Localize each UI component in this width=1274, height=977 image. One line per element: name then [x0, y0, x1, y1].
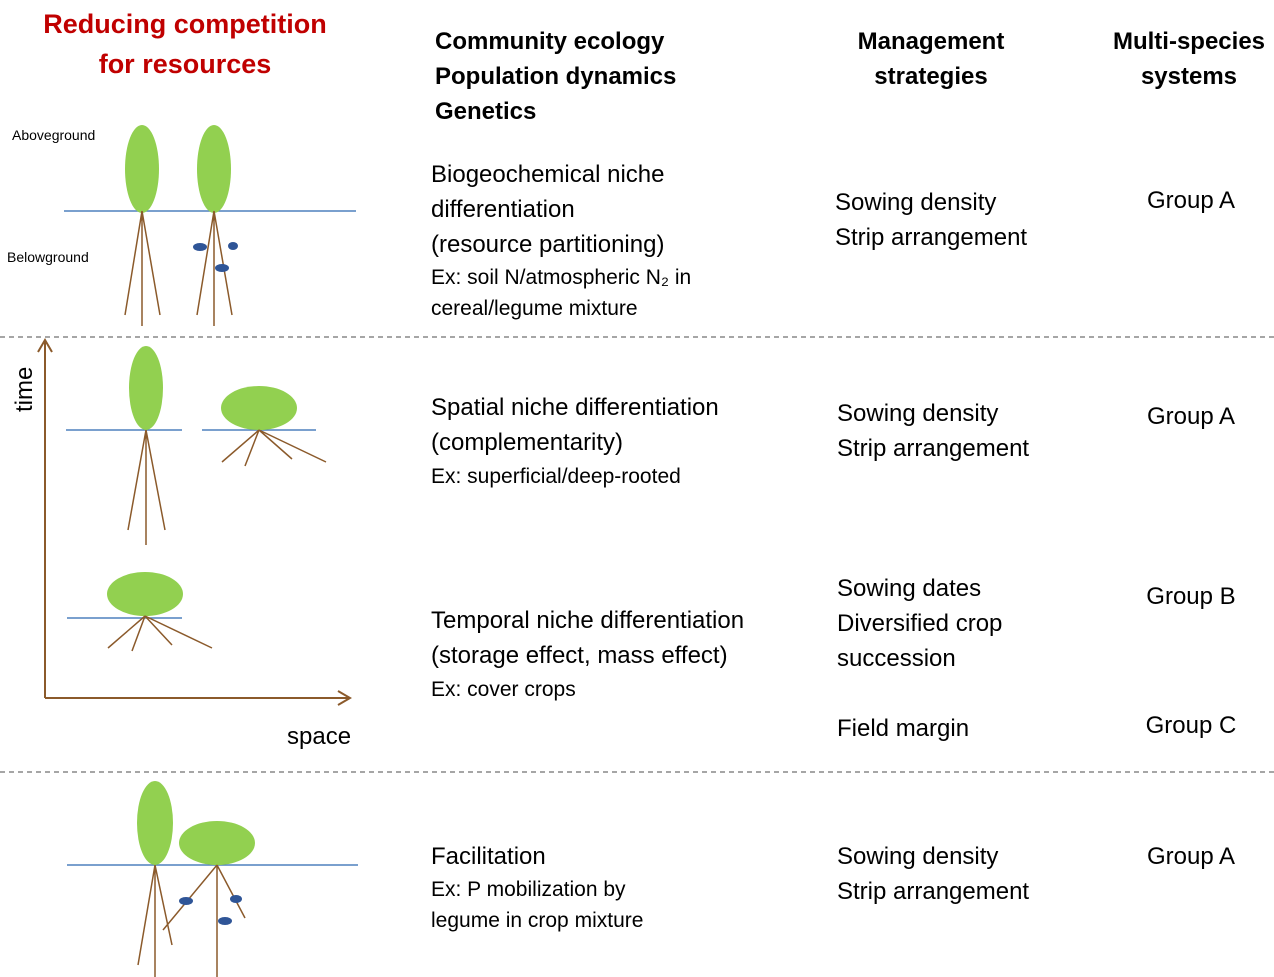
- system: Group A: [1147, 403, 1235, 430]
- system: Group B: [1146, 583, 1235, 610]
- system: Group A: [1147, 843, 1235, 870]
- example: Ex: superficial/deep-rooted: [431, 465, 681, 488]
- column-header: Community ecology: [435, 28, 665, 55]
- strategy: Sowing density: [837, 843, 998, 870]
- column-header: systems: [1141, 63, 1237, 90]
- title: Reducing competition: [43, 9, 327, 39]
- strategy: Strip arrangement: [835, 224, 1027, 251]
- mechanism: Spatial niche differentiation: [431, 394, 719, 421]
- plant-illustration: [67, 572, 213, 652]
- strategy: Field margin: [837, 715, 969, 742]
- plant-illustration: [64, 125, 356, 326]
- strategy: succession: [837, 645, 956, 672]
- example: Ex: soil N/atmospheric N₂ in: [431, 266, 691, 289]
- system: Group C: [1146, 712, 1237, 739]
- column-header: Multi-species: [1113, 28, 1265, 55]
- strategy: Sowing dates: [837, 575, 981, 602]
- column-header: strategies: [874, 63, 987, 90]
- column-header: Population dynamics: [435, 63, 676, 90]
- mechanism: Temporal niche differentiation: [431, 607, 744, 634]
- label-belowground: Belowground: [7, 249, 89, 265]
- mechanism: (storage effect, mass effect): [431, 642, 728, 669]
- strategy: Diversified crop: [837, 610, 1002, 637]
- strategy: Strip arrangement: [837, 878, 1029, 905]
- label-time: time: [11, 367, 38, 412]
- plant-illustration: [67, 781, 358, 977]
- plant-illustration: [66, 346, 327, 545]
- example: Ex: P mobilization by: [431, 878, 626, 901]
- mechanism: (complementarity): [431, 429, 623, 456]
- system: Group A: [1147, 187, 1235, 214]
- example: Ex: cover crops: [431, 678, 576, 701]
- column-header: Genetics: [435, 98, 536, 125]
- mechanism: Biogeochemical niche: [431, 161, 664, 188]
- label-space: space: [287, 723, 351, 750]
- example: legume in crop mixture: [431, 909, 643, 932]
- strategy: Sowing density: [837, 400, 998, 427]
- mechanism: differentiation: [431, 196, 575, 223]
- title: for resources: [99, 49, 272, 79]
- strategy: Sowing density: [835, 189, 996, 216]
- strategy: Strip arrangement: [837, 435, 1029, 462]
- label-aboveground: Aboveground: [12, 127, 95, 143]
- axes: [37, 338, 352, 706]
- example: cereal/legume mixture: [431, 297, 638, 320]
- column-header: Management: [858, 28, 1005, 55]
- mechanism: (resource partitioning): [431, 231, 664, 258]
- mechanism: Facilitation: [431, 843, 546, 870]
